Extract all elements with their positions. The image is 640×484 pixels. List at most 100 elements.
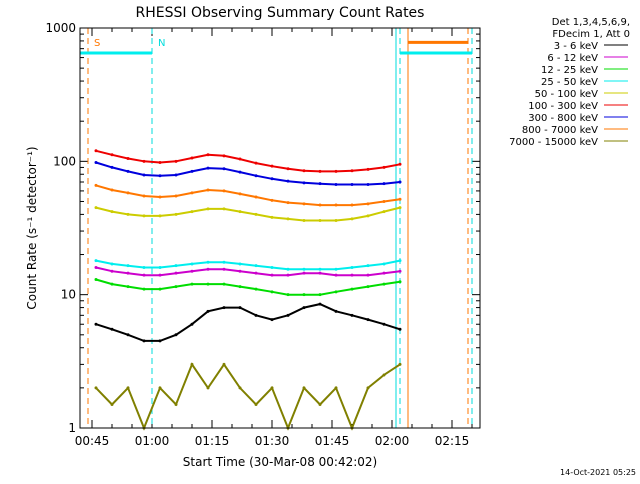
data-point xyxy=(318,169,322,173)
data-point xyxy=(270,265,274,269)
data-point xyxy=(382,282,386,286)
data-point xyxy=(190,156,194,160)
data-point xyxy=(366,167,370,171)
data-point xyxy=(94,161,98,165)
series-line xyxy=(95,259,401,271)
data-point xyxy=(110,262,114,266)
y-tick-label: 10 xyxy=(61,288,76,302)
data-point xyxy=(302,202,306,206)
data-point xyxy=(334,203,338,207)
data-point xyxy=(126,191,130,195)
data-point xyxy=(286,167,290,171)
data-point xyxy=(398,206,402,210)
data-point xyxy=(382,165,386,169)
data-point xyxy=(110,188,114,192)
data-point xyxy=(238,386,242,390)
data-point xyxy=(222,306,226,310)
data-point xyxy=(270,273,274,277)
data-point xyxy=(350,169,354,173)
data-point xyxy=(398,197,402,201)
data-point xyxy=(334,309,338,313)
data-point xyxy=(174,173,178,177)
legend-header: FDecim 1, Att 0 xyxy=(552,29,630,40)
legend-label: 300 - 800 keV xyxy=(528,113,598,124)
legend-label: 100 - 300 keV xyxy=(528,101,598,112)
data-point xyxy=(190,262,194,266)
legend-label: 7000 - 15000 keV xyxy=(509,137,598,148)
data-point xyxy=(398,280,402,284)
data-point xyxy=(174,159,178,163)
data-point xyxy=(142,173,146,177)
data-point xyxy=(158,273,162,277)
data-point xyxy=(110,153,114,157)
data-point xyxy=(286,293,290,297)
data-point xyxy=(110,269,114,273)
data-point xyxy=(126,212,130,216)
x-tick-label: 02:00 xyxy=(375,434,410,448)
data-point xyxy=(254,195,258,199)
annotation-label: S xyxy=(94,38,100,49)
data-point xyxy=(334,169,338,173)
data-point xyxy=(94,149,98,153)
legend-label: 12 - 25 keV xyxy=(541,65,598,76)
data-point xyxy=(366,183,370,187)
data-point xyxy=(382,322,386,326)
data-point xyxy=(366,386,370,390)
data-point xyxy=(254,174,258,178)
legend-label: 50 - 100 keV xyxy=(535,89,599,100)
data-point xyxy=(110,327,114,331)
data-point xyxy=(238,157,242,161)
data-point xyxy=(270,198,274,202)
data-point xyxy=(366,264,370,268)
data-point xyxy=(350,287,354,291)
data-point xyxy=(398,162,402,166)
data-point xyxy=(350,265,354,269)
data-point xyxy=(94,386,98,390)
data-point xyxy=(238,210,242,214)
y-tick-label: 1000 xyxy=(45,21,76,35)
data-point xyxy=(158,287,162,291)
series-line xyxy=(95,206,401,222)
data-point xyxy=(270,164,274,168)
data-point xyxy=(142,339,146,343)
legend-header: Det 1,3,4,5,6,9, xyxy=(552,17,630,28)
data-point xyxy=(270,318,274,322)
data-point xyxy=(254,212,258,216)
data-point xyxy=(222,362,226,366)
data-point xyxy=(334,183,338,187)
data-point xyxy=(142,159,146,163)
data-point xyxy=(398,180,402,184)
data-point xyxy=(286,201,290,205)
data-point xyxy=(254,264,258,268)
x-tick-label: 01:00 xyxy=(135,434,170,448)
data-point xyxy=(254,403,258,407)
data-point xyxy=(286,313,290,317)
data-point xyxy=(318,271,322,275)
annotation-label: N xyxy=(158,38,165,49)
data-point xyxy=(270,215,274,219)
x-tick-label: 00:45 xyxy=(75,434,110,448)
data-point xyxy=(366,214,370,218)
data-point xyxy=(238,285,242,289)
data-point xyxy=(174,403,178,407)
data-point xyxy=(238,262,242,266)
data-point xyxy=(158,195,162,199)
data-point xyxy=(350,203,354,207)
data-point xyxy=(158,386,162,390)
data-point xyxy=(398,362,402,366)
data-point xyxy=(174,333,178,337)
data-point xyxy=(334,386,338,390)
data-point xyxy=(158,265,162,269)
data-point xyxy=(206,282,210,286)
data-point xyxy=(94,277,98,281)
data-point xyxy=(382,210,386,214)
data-point xyxy=(302,218,306,222)
data-point xyxy=(382,271,386,275)
data-point xyxy=(382,373,386,377)
data-point xyxy=(190,362,194,366)
data-point xyxy=(382,199,386,203)
x-tick-label: 01:45 xyxy=(315,434,350,448)
data-point xyxy=(222,282,226,286)
data-point xyxy=(302,181,306,185)
